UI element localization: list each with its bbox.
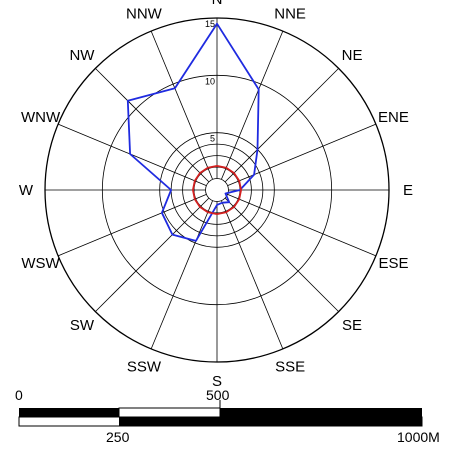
- grid-ring-1: [206, 179, 229, 202]
- grid-spokes: [45, 18, 389, 362]
- spoke-nnw: [151, 31, 212, 179]
- direction-label-ese: ESE: [378, 255, 408, 272]
- scale-label-500: 500: [206, 387, 230, 403]
- spoke-ssw: [151, 201, 212, 349]
- scale-label-0: 0: [15, 387, 23, 403]
- direction-label-nw: NW: [69, 47, 95, 64]
- spoke-se: [225, 198, 339, 312]
- direction-label-nnw: NNW: [126, 6, 163, 23]
- direction-label-sw: SW: [70, 317, 95, 334]
- radial-tick-10: 10: [205, 76, 215, 86]
- direction-label-sse: SSE: [275, 358, 305, 375]
- direction-label-e: E: [403, 182, 413, 199]
- direction-labels: NNNENEENEEESESESSESSSWSWWSWWWNWNWNNW: [19, 0, 413, 390]
- scale-bottom-black: [119, 417, 422, 426]
- scale-label-250: 250: [106, 429, 130, 445]
- spoke-nw: [95, 68, 209, 182]
- radial-tick-5: 5: [210, 134, 215, 144]
- direction-label-w: W: [19, 182, 34, 199]
- scale-segment-3: [220, 408, 422, 417]
- direction-label-ne: NE: [342, 47, 363, 64]
- spoke-sw: [95, 198, 209, 312]
- spoke-wsw: [58, 194, 206, 255]
- direction-label-nne: NNE: [274, 6, 306, 23]
- scale-segment-2: [119, 408, 220, 417]
- direction-label-ene: ENE: [378, 109, 409, 126]
- spoke-nne: [221, 31, 282, 179]
- direction-label-wsw: WSW: [21, 255, 60, 272]
- spoke-ene: [228, 124, 376, 185]
- spoke-ne: [225, 68, 339, 182]
- radial-tick-15: 15: [205, 19, 215, 29]
- scale-label-1000m: 1000M: [397, 429, 440, 445]
- spoke-sse: [221, 201, 282, 349]
- direction-label-n: N: [212, 0, 223, 8]
- direction-label-se: SE: [342, 317, 362, 334]
- scale-segment-1: [19, 408, 119, 417]
- scale-bar: 0 500 250 1000M: [15, 387, 440, 445]
- direction-label-wnw: WNW: [21, 109, 61, 126]
- direction-label-ssw: SSW: [127, 358, 162, 375]
- spoke-ese: [228, 194, 376, 255]
- radial-tick-labels: 5 10 15: [205, 19, 215, 144]
